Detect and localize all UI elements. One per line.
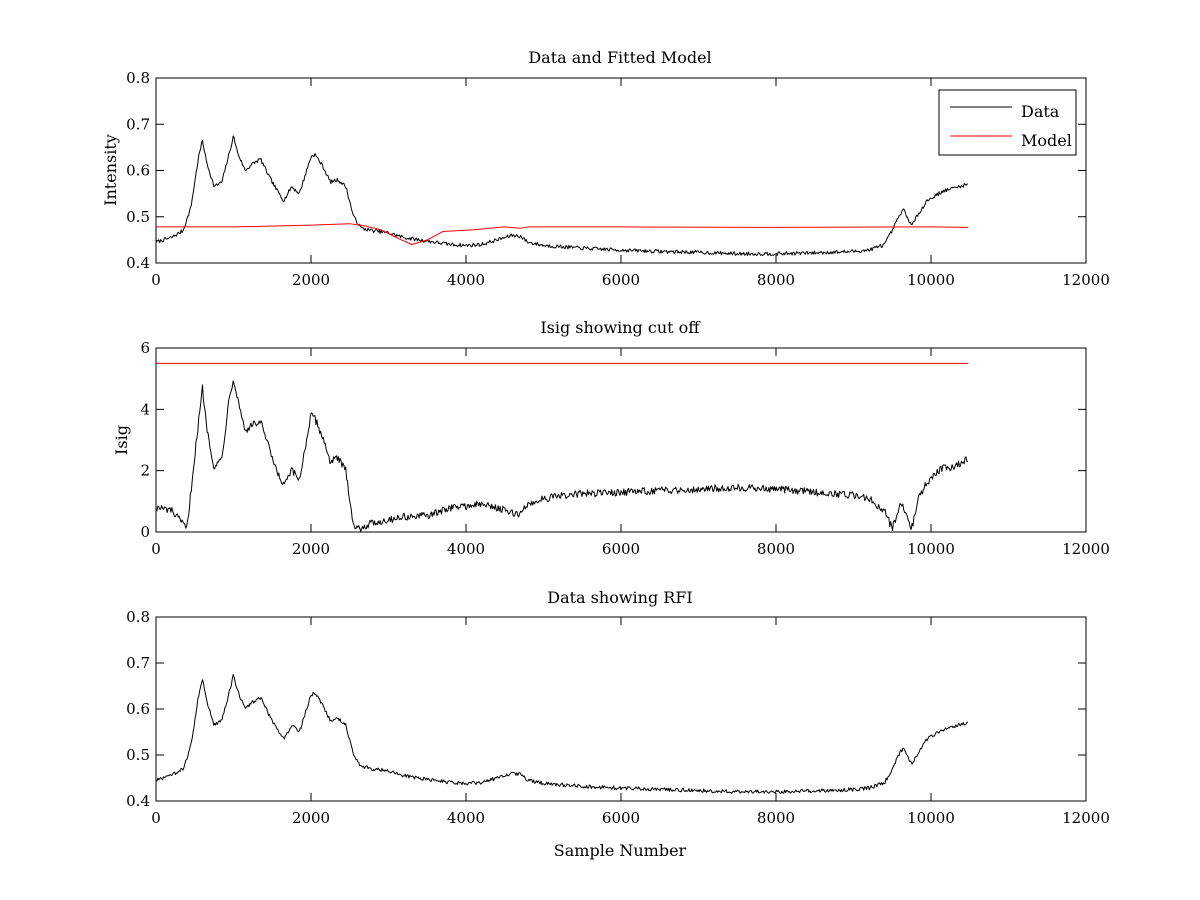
y-tick-label: 0.4 — [126, 254, 150, 272]
series-line-model — [156, 223, 969, 245]
y-axis-label: Intensity — [101, 134, 120, 206]
x-tick-label: 0 — [151, 271, 161, 289]
panel-title: Data and Fitted Model — [528, 48, 711, 67]
x-tick-label: 4000 — [447, 271, 485, 289]
y-tick-label: 4 — [140, 400, 150, 418]
x-tick-label: 0 — [151, 540, 161, 558]
y-tick-label: 0.7 — [126, 115, 150, 133]
x-axis-label: Sample Number — [554, 841, 687, 860]
series-layer — [155, 362, 969, 532]
tick-layer: 0 2000 4000 6000 8000 10000 12000 0.4 0.5 0.6 0.7 0… — [126, 608, 1110, 827]
legend: Data Model — [938, 89, 1077, 156]
y-tick-label: 0 — [140, 523, 150, 541]
y-tick-label: 0.8 — [126, 69, 150, 87]
series-line-trace-0 — [155, 380, 969, 532]
tick-layer: 0 2000 4000 6000 8000 10000 12000 0.4 0.5 0.6 0.7 0… — [126, 69, 1110, 289]
y-axis-label: Isig — [112, 425, 131, 455]
legend-label-data: Data — [1021, 102, 1060, 121]
y-tick-label: 0.6 — [126, 700, 150, 718]
y-tick-label: 0.5 — [126, 746, 150, 764]
y-tick-label: 2 — [140, 462, 150, 480]
series-layer — [155, 673, 969, 794]
x-tick-label: 6000 — [602, 809, 640, 827]
series-line-trace-0 — [155, 673, 969, 794]
x-tick-label: 6000 — [602, 271, 640, 289]
x-tick-label: 0 — [151, 809, 161, 827]
x-tick-label: 10000 — [907, 540, 955, 558]
legend-box — [938, 89, 1077, 156]
x-tick-label: 8000 — [757, 271, 795, 289]
x-tick-label: 8000 — [757, 540, 795, 558]
panel-title: Data showing RFI — [547, 588, 692, 607]
x-tick-label: 6000 — [602, 540, 640, 558]
y-tick-label: 0.7 — [126, 654, 150, 672]
panel-data-showing-rfi: Data showing RFI Sample Number 0 2000 4000… — [126, 588, 1110, 860]
x-tick-label: 2000 — [292, 271, 330, 289]
series-layer — [155, 135, 969, 256]
x-tick-label: 12000 — [1062, 540, 1110, 558]
x-tick-label: 2000 — [292, 809, 330, 827]
x-tick-label: 10000 — [907, 271, 955, 289]
series-line-data — [155, 135, 968, 256]
x-tick-label: 4000 — [447, 540, 485, 558]
panel-title: Isig showing cut off — [540, 318, 701, 337]
y-tick-label: 0.4 — [126, 792, 150, 810]
x-tick-label: 12000 — [1062, 271, 1110, 289]
x-tick-label: 2000 — [292, 540, 330, 558]
y-tick-label: 6 — [140, 339, 150, 357]
x-tick-label: 12000 — [1062, 809, 1110, 827]
y-tick-label: 0.6 — [126, 162, 150, 180]
panel-isig-showing-cut-off: Isig showing cut off Isig 0 2000 4000 6000 8… — [112, 318, 1110, 558]
tick-layer: 0 2000 4000 6000 8000 10000 12000 0 2 4 6 — [140, 339, 1109, 558]
x-tick-label: 4000 — [447, 809, 485, 827]
y-tick-label: 0.8 — [126, 608, 150, 626]
legend-label-model: Model — [1021, 131, 1072, 150]
x-tick-label: 8000 — [757, 809, 795, 827]
y-tick-label: 0.5 — [126, 208, 150, 226]
x-tick-label: 10000 — [907, 809, 955, 827]
panel-data-and-fitted-model: Data and Fitted Model Intensity 0 2000 400… — [101, 48, 1110, 289]
